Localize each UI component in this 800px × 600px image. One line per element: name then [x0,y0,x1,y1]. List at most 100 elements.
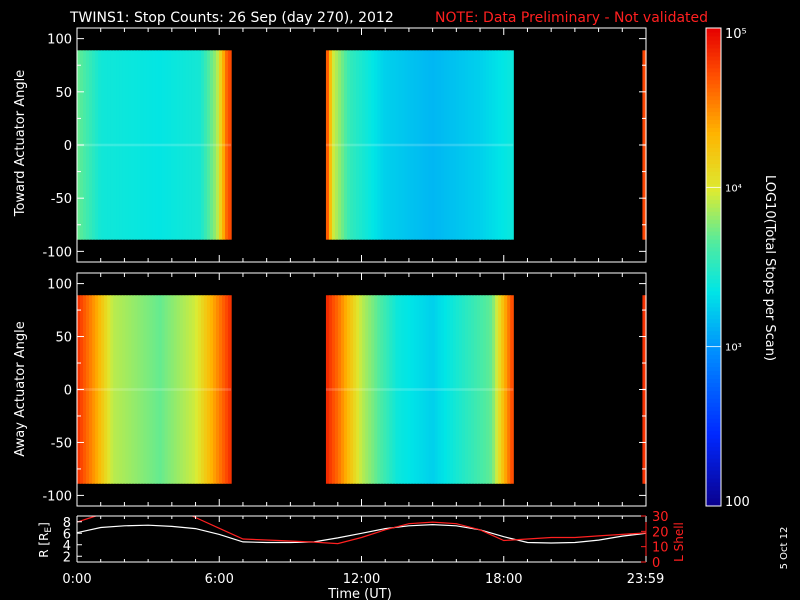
heatmap-cell [498,50,502,240]
heatmap-cell [188,295,193,484]
colorbar-swatch [706,498,721,503]
heatmap-cell [86,50,90,240]
heatmap-cell [140,50,145,240]
heatmap-cell [197,295,202,484]
colorbar-swatch [706,191,721,196]
heatmap-cell [419,295,424,484]
heatmap-cell [486,50,490,240]
heatmap-cell [461,295,466,484]
heatmap-cell [422,295,427,484]
heatmap-cell [476,50,481,240]
heatmap-cell [86,295,90,484]
colorbar-swatch [706,382,721,387]
y-tick-label: 50 [55,86,72,101]
heatmap-cell [416,50,421,240]
heatmap-cell [470,50,475,240]
colorbar-swatch [706,123,721,129]
heatmap-cell [489,295,493,484]
colorbar-swatch [706,83,721,89]
colorbar-swatch [706,119,721,125]
colorbar-tick-label: 10⁴ [725,183,742,194]
heatmap-cell [122,50,126,240]
heatmap-cell [203,50,208,240]
heatmap-cell [492,295,496,484]
colorbar-swatch [706,466,721,471]
heatmap-cell [167,50,172,240]
heatmap-cell [467,50,472,240]
heatmap-cell [158,295,163,484]
heatmap-cell [410,50,415,240]
heatmap-cell [212,50,217,240]
heatmap-cell [119,295,123,484]
heatmap-cell [356,295,360,484]
colorbar-swatch [706,211,721,216]
heatmap-cell [389,50,393,240]
heatmap-cell [335,50,339,240]
heatmap-cell [350,295,354,484]
heatmap-cell [359,50,363,240]
heatmap-cell [182,295,187,484]
heatmap-cell [113,295,117,484]
heatmap-cell [216,295,220,484]
heatmap-cell [419,50,424,240]
heatmap-cell [440,50,445,240]
heatmap-cell [404,295,409,484]
heatmap-cell [389,295,393,484]
colorbar-swatch [706,255,721,260]
colorbar-swatch [706,470,721,475]
heatmap-cell [98,50,102,240]
heatmap-cell [158,50,163,240]
heatmap-cell [504,50,508,240]
heatmap-cell [410,295,415,484]
heatmap-cell [507,295,511,484]
heatmap-cell [455,50,460,240]
orbit-y-tick-label: 8 [63,516,71,531]
heatmap-cell [107,50,111,240]
heatmap-cell [341,295,345,484]
colorbar-swatch [706,179,721,184]
heatmap-cell [155,50,160,240]
orbit-y2-tick-label: 30 [652,510,669,525]
colorbar-swatch [706,87,721,93]
colorbar-swatch [706,418,721,423]
heatmap-cell [434,295,439,484]
heatmap-cell [137,50,142,240]
colorbar-swatch [706,486,721,491]
colorbar-swatch [706,219,721,224]
heatmap-cell [146,50,151,240]
heatmap-cell [501,50,505,240]
colorbar-swatch [706,370,721,376]
heatmap-cell [407,295,412,484]
heatmap-cell [194,50,199,240]
heatmap-cell [185,50,190,240]
heatmap-cell [101,50,105,240]
colorbar-swatch [706,171,721,176]
orbit-y2-tick-label: 10 [652,541,669,556]
colorbar-tick-label: 10⁵ [725,27,747,42]
colorbar-swatch [706,358,721,364]
colorbar-swatch [706,406,721,411]
heatmap-cell [443,295,448,484]
y-tick-label: 0 [64,139,72,154]
heatmap-cell [449,50,454,240]
colorbar-swatch [706,115,721,121]
heatmap-cell [383,295,387,484]
heatmap-cell [395,295,400,484]
colorbar-swatch [706,267,721,272]
heatmap-cell [464,295,469,484]
heatmap-cell [203,295,208,484]
heatmap-cell [359,295,363,484]
heatmap-cell [377,295,381,484]
y-tick-label: -50 [51,192,72,207]
heatmap-cell [398,50,403,240]
heatmap-cell [440,295,445,484]
colorbar-swatch [706,434,721,439]
heatmap-cell [146,295,151,484]
heatmap-cell [446,295,451,484]
r-distance-line [77,523,646,544]
heatmap-cell [492,50,496,240]
heatmap-cell [425,295,430,484]
y-tick-label: -100 [42,489,72,504]
heatmap-cell [182,50,187,240]
